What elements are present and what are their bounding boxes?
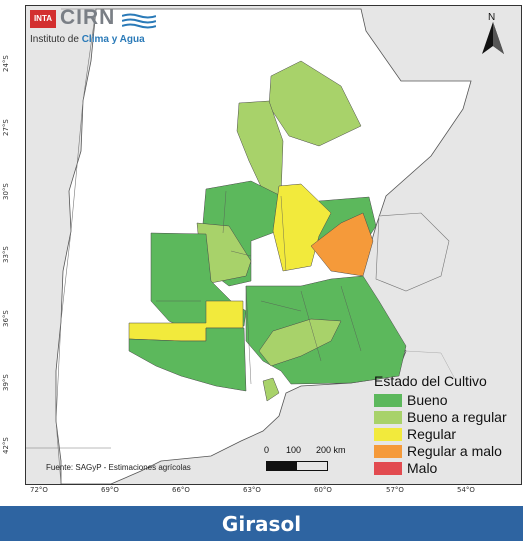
department-lines: [156, 190, 362, 385]
inta-logo-mark: INTA: [30, 10, 56, 28]
water-waves-icon: [122, 13, 156, 29]
legend-label: Regular a malo: [407, 443, 502, 459]
scale-label-200: 200 km: [316, 445, 346, 455]
lat-tick-33: 33°S: [2, 246, 10, 263]
logo-subtitle: Instituto de Clima y Agua: [30, 34, 145, 45]
source-note: Fuente: SAGyP - Estimaciones agrícolas: [46, 463, 191, 472]
lon-tick-72: 72°O: [30, 486, 48, 494]
legend-label: Malo: [407, 460, 438, 476]
legend-swatch: [374, 428, 402, 441]
legend-swatch: [374, 411, 402, 424]
scale-bar: 0 100 200 km: [262, 445, 362, 475]
lon-tick-54: 54°O: [457, 486, 475, 494]
legend-label: Bueno a regular: [407, 409, 507, 425]
scale-bar-black-segment: [267, 462, 297, 470]
legend-title: Estado del Cultivo: [374, 373, 487, 389]
zone-bueno-a-regular-south: [262, 377, 280, 402]
zone-bueno-a-regular-ba: [258, 318, 342, 367]
lon-tick-57: 57°O: [386, 486, 404, 494]
chile-border: [55, 8, 97, 484]
cirn-logo: INTA CIRN Instituto de Clima y Agua: [30, 6, 180, 50]
lon-tick-69: 69°O: [101, 486, 119, 494]
legend-label: Bueno: [407, 392, 448, 408]
lon-tick-66: 66°O: [172, 486, 190, 494]
logo-subtitle-prefix: Instituto de: [30, 34, 82, 45]
zone-regular-a-malo: [310, 212, 374, 277]
legend-swatch: [374, 445, 402, 458]
legend-swatch: [374, 394, 402, 407]
north-label: N: [488, 12, 496, 23]
lat-tick-24: 24°S: [2, 55, 10, 72]
scale-label-100: 100: [286, 445, 302, 455]
lat-tick-30: 30°S: [2, 183, 10, 200]
scale-bar-graphic: [266, 461, 328, 471]
logo-subtitle-highlight: Clima y Agua: [81, 34, 145, 45]
legend-swatch: [374, 462, 402, 475]
lon-tick-63: 63°O: [243, 486, 261, 494]
uruguay-outline: [375, 212, 450, 292]
crop-title: Girasol: [221, 512, 302, 536]
north-arrow-icon: N: [480, 12, 506, 56]
lat-tick-27: 27°S: [2, 119, 10, 136]
argentina-map: [26, 8, 472, 484]
scale-label-0: 0: [264, 445, 270, 455]
cirn-logo-text: CIRN: [60, 6, 116, 29]
legend-label: Regular: [407, 426, 457, 442]
zone-bueno-south: [128, 327, 247, 392]
lat-tick-42: 42°S: [2, 437, 10, 454]
legend: Estado del Cultivo Bueno Bueno a regular…: [370, 373, 518, 480]
crop-banner: Girasol: [0, 506, 523, 541]
lat-tick-39: 39°S: [2, 374, 10, 391]
map-frame: [25, 5, 522, 485]
lat-tick-36: 36°S: [2, 310, 10, 327]
coastline-atlantic: [405, 350, 457, 382]
lon-tick-60: 60°O: [314, 486, 332, 494]
